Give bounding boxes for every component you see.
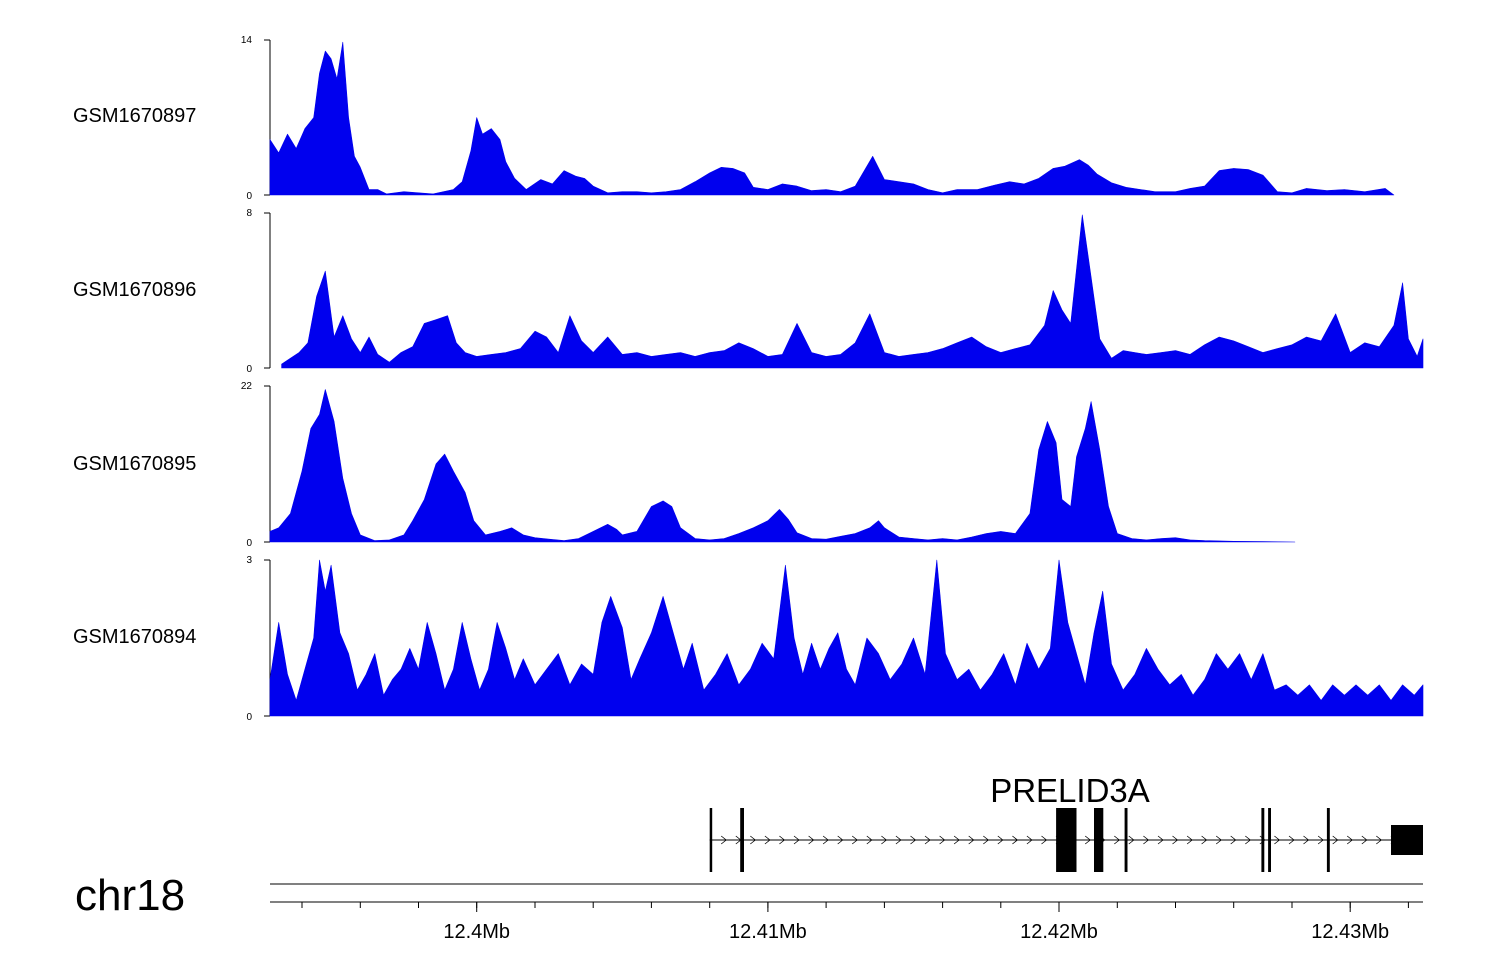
strand-arrow [983, 835, 989, 845]
signal-area [269, 389, 1296, 543]
y-max-label: 22 [241, 381, 253, 392]
exon [1066, 808, 1077, 872]
strand-arrow [793, 835, 800, 845]
exon [1268, 808, 1271, 872]
strand-arrow [779, 835, 786, 845]
gene-model [709, 808, 1423, 872]
strand-arrow [1172, 835, 1179, 845]
strand-arrow [1026, 835, 1033, 845]
strand-arrow [953, 835, 960, 845]
exon [709, 808, 713, 872]
exon [1056, 808, 1068, 872]
strand-arrow [1245, 835, 1251, 845]
strand-arrow [1346, 835, 1353, 845]
track-label: GSM1670896 [73, 279, 196, 301]
strand-arrow [1041, 835, 1048, 845]
axis-tick-label: 12.4Mb [443, 921, 510, 943]
y-max-label: 14 [241, 35, 253, 46]
signal-area [269, 41, 1395, 196]
strand-arrow [1317, 835, 1324, 845]
strand-arrow [1361, 835, 1368, 845]
strand-arrow [1215, 835, 1222, 845]
strand-arrow [1274, 835, 1281, 845]
strand-arrow [1201, 835, 1208, 845]
strand-arrow [837, 835, 844, 845]
track-GSM1670896: GSM1670896 8 0 [73, 208, 1424, 375]
y-min-label: 0 [246, 364, 252, 375]
signal-tracks: GSM1670897140GSM167089680GSM1670895220GS… [73, 35, 1424, 723]
signal-area [281, 214, 1424, 369]
strand-arrow [895, 835, 902, 845]
strand-arrow [1186, 835, 1193, 845]
y-max-label: 8 [246, 208, 252, 219]
chromosome-label: chr18 [75, 871, 185, 920]
strand-arrow [1288, 835, 1295, 845]
exon [740, 808, 744, 872]
strand-arrow [939, 835, 946, 845]
strand-arrow [1114, 835, 1120, 845]
strand-arrow [851, 835, 858, 845]
strand-arrow [1157, 835, 1164, 845]
exon [1261, 808, 1265, 872]
strand-arrow [1128, 835, 1135, 845]
strand-arrow [720, 835, 727, 845]
strand-arrow [822, 835, 829, 845]
strand-arrow [866, 835, 873, 845]
strand-arrow [764, 835, 771, 845]
track-GSM1670894: GSM1670894 3 0 [73, 555, 1424, 723]
exon [1326, 808, 1330, 872]
y-min-label: 0 [246, 712, 252, 723]
strand-arrow [997, 835, 1004, 845]
strand-arrow [881, 835, 888, 845]
genomic-axis: chr18 12.4Mb 12.41Mb 12.42Mb 12.43Mb [75, 871, 1423, 943]
axis-tick-label: 12.41Mb [729, 921, 807, 943]
track-GSM1670897: GSM1670897 14 0 [73, 35, 1395, 202]
signal-area [269, 559, 1424, 717]
exon [1391, 825, 1423, 855]
strand-arrow [924, 835, 931, 845]
y-min-label: 0 [246, 191, 252, 202]
strand-arrow [1143, 835, 1150, 845]
strand-arrow [808, 835, 815, 845]
strand-arrow [1084, 835, 1091, 845]
strand-arrow [910, 835, 917, 845]
exon [1094, 808, 1104, 872]
y-min-label: 0 [246, 538, 252, 549]
track-label: GSM1670894 [73, 626, 196, 648]
axis-tick-label: 12.43Mb [1311, 921, 1389, 943]
strand-arrow [968, 835, 975, 845]
strand-arrow [1376, 835, 1382, 845]
strand-arrow [1230, 835, 1237, 845]
strand-arrow [1303, 835, 1310, 845]
exon [1124, 808, 1128, 872]
track-label: GSM1670895 [73, 453, 196, 475]
gene-track: PRELID3A [709, 772, 1423, 872]
track-label: GSM1670897 [73, 105, 196, 127]
track-GSM1670895: GSM1670895 22 0 [73, 381, 1296, 549]
strand-arrow [1012, 835, 1019, 845]
strand-arrow [1332, 835, 1339, 845]
axis-ticks: 12.4Mb 12.41Mb 12.42Mb 12.43Mb [301, 902, 1409, 943]
axis-tick-label: 12.42Mb [1020, 921, 1098, 943]
gene-name-label: PRELID3A [990, 772, 1150, 809]
strand-arrow [750, 835, 756, 845]
y-max-label: 3 [246, 555, 252, 566]
